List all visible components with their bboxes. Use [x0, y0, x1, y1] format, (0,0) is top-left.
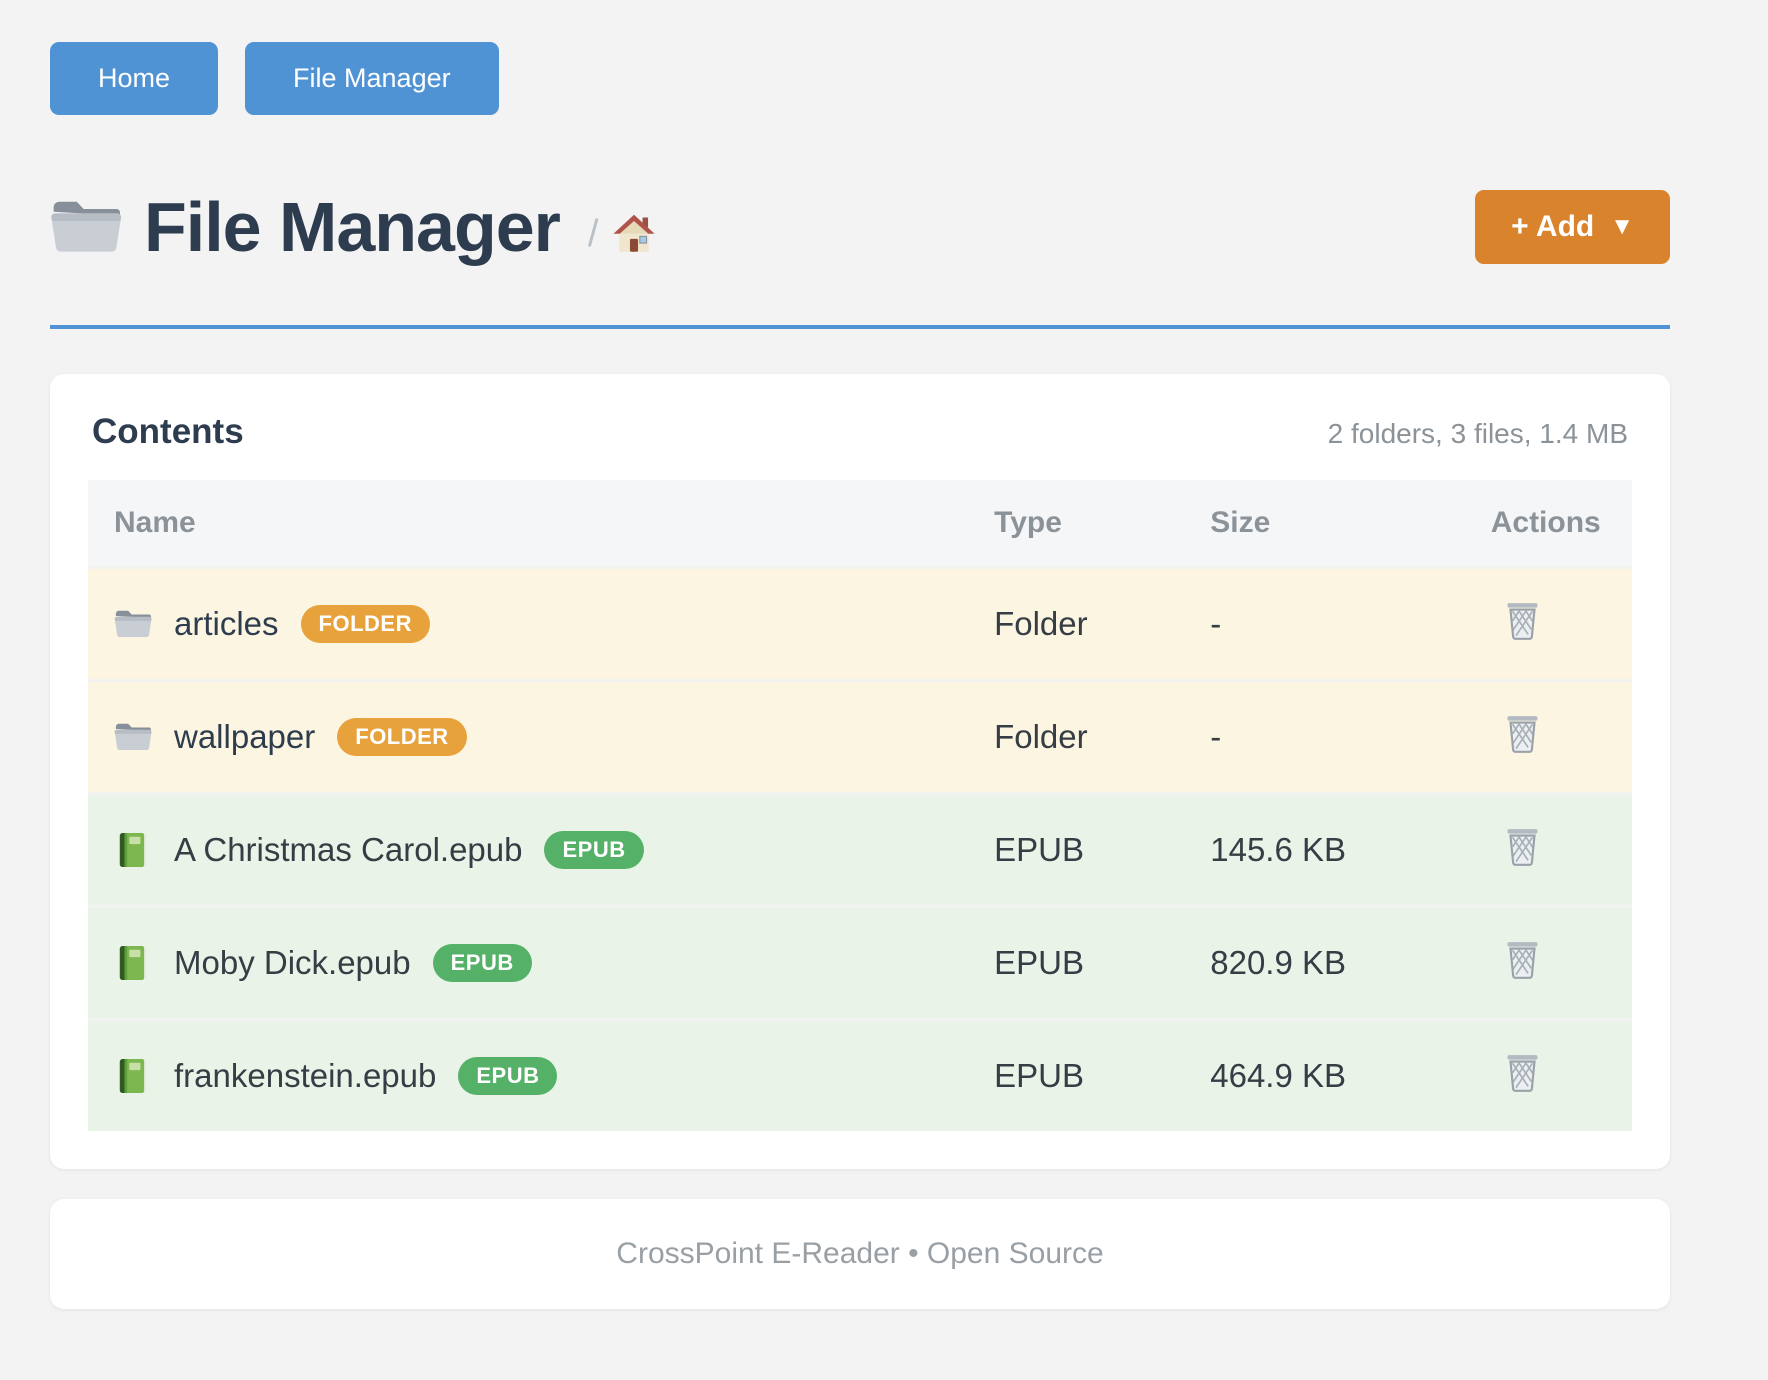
type-cell: EPUB: [968, 906, 1185, 1020]
file-name-link[interactable]: frankenstein.epub: [174, 1057, 437, 1094]
folder-icon: [114, 719, 152, 755]
file-type-badge: FOLDER: [337, 718, 467, 756]
file-table-header: Name Type Size Actions: [88, 480, 1632, 568]
add-button-label: + Add: [1511, 210, 1595, 243]
delete-button[interactable]: [1505, 1052, 1540, 1092]
column-header-type: Type: [968, 480, 1185, 568]
table-row: Moby Dick.epub EPUB EPUB 820.9 KB: [88, 906, 1632, 1020]
size-cell: 464.9 KB: [1184, 1019, 1447, 1131]
folder-icon: [114, 606, 152, 642]
nav-button-file-manager[interactable]: File Manager: [245, 42, 499, 115]
file-type-badge: FOLDER: [300, 605, 430, 643]
type-cell: Folder: [968, 680, 1185, 794]
add-button[interactable]: + Add ▼: [1475, 190, 1670, 264]
book-icon: [114, 832, 152, 868]
file-type-badge: EPUB: [432, 944, 532, 982]
contents-card-header: Contents 2 folders, 3 files, 1.4 MB: [88, 412, 1632, 452]
column-header-size: Size: [1184, 480, 1447, 568]
file-name-link[interactable]: wallpaper: [174, 718, 316, 755]
actions-cell: [1446, 680, 1632, 794]
file-name-link[interactable]: articles: [174, 605, 279, 642]
caret-down-icon: ▼: [1610, 213, 1634, 240]
file-name-cell: A Christmas Carol.epub EPUB: [88, 793, 969, 907]
book-icon: [114, 1058, 152, 1094]
contents-heading: Contents: [92, 412, 244, 451]
table-row: articles FOLDER Folder -: [88, 567, 1632, 681]
type-cell: Folder: [968, 567, 1185, 681]
book-icon: [114, 945, 152, 981]
file-name-cell: wallpaper FOLDER: [88, 680, 969, 794]
trash-icon: [1505, 1052, 1540, 1092]
title-group: File Manager /: [50, 187, 656, 267]
size-cell: 820.9 KB: [1184, 906, 1447, 1020]
trash-icon: [1505, 939, 1540, 979]
file-name-link[interactable]: A Christmas Carol.epub: [174, 831, 523, 868]
actions-cell: [1446, 1019, 1632, 1131]
delete-button[interactable]: [1505, 826, 1540, 866]
delete-button[interactable]: [1505, 600, 1540, 640]
file-name-cell: Moby Dick.epub EPUB: [88, 906, 969, 1020]
footer-text: CrossPoint E-Reader • Open Source: [616, 1237, 1104, 1270]
table-row: frankenstein.epub EPUB EPUB 464.9 KB: [88, 1019, 1632, 1131]
nav-button-home[interactable]: Home: [50, 42, 219, 115]
file-name-cell: articles FOLDER: [88, 567, 969, 681]
page: Home File Manager File Manager / + Add ▼…: [50, 42, 1670, 1309]
table-row: A Christmas Carol.epub EPUB EPUB 145.6 KB: [88, 793, 1632, 907]
breadcrumb: /: [588, 213, 657, 256]
contents-card: Contents 2 folders, 3 files, 1.4 MB Name…: [50, 374, 1670, 1169]
size-cell: -: [1184, 680, 1447, 794]
file-name-cell: frankenstein.epub EPUB: [88, 1019, 969, 1131]
contents-summary: 2 folders, 3 files, 1.4 MB: [1327, 418, 1628, 449]
folder-icon: [50, 197, 122, 257]
size-cell: -: [1184, 567, 1447, 681]
trash-icon: [1505, 600, 1540, 640]
file-name-link[interactable]: Moby Dick.epub: [174, 944, 411, 981]
trash-icon: [1505, 713, 1540, 753]
house-icon[interactable]: [612, 213, 656, 255]
file-type-badge: EPUB: [544, 831, 644, 869]
actions-cell: [1446, 567, 1632, 681]
actions-cell: [1446, 906, 1632, 1020]
column-header-name: Name: [88, 480, 969, 568]
type-cell: EPUB: [968, 1019, 1185, 1131]
breadcrumb-separator: /: [587, 212, 599, 255]
size-cell: 145.6 KB: [1184, 793, 1447, 907]
trash-icon: [1505, 826, 1540, 866]
delete-button[interactable]: [1505, 713, 1540, 753]
column-header-actions: Actions: [1446, 480, 1632, 568]
file-table: Name Type Size Actions articles FOLDER Fol…: [88, 480, 1632, 1131]
title-divider: [50, 325, 1670, 329]
type-cell: EPUB: [968, 793, 1185, 907]
file-type-badge: EPUB: [458, 1057, 558, 1095]
file-table-body: articles FOLDER Folder - wallpaper FOLDER Fold…: [88, 567, 1632, 1131]
top-nav: Home File Manager: [50, 42, 1670, 115]
page-header: File Manager / + Add ▼: [50, 187, 1670, 267]
table-row: wallpaper FOLDER Folder -: [88, 680, 1632, 794]
actions-cell: [1446, 793, 1632, 907]
delete-button[interactable]: [1505, 939, 1540, 979]
page-title: File Manager: [144, 188, 561, 266]
footer: CrossPoint E-Reader • Open Source: [50, 1199, 1670, 1309]
